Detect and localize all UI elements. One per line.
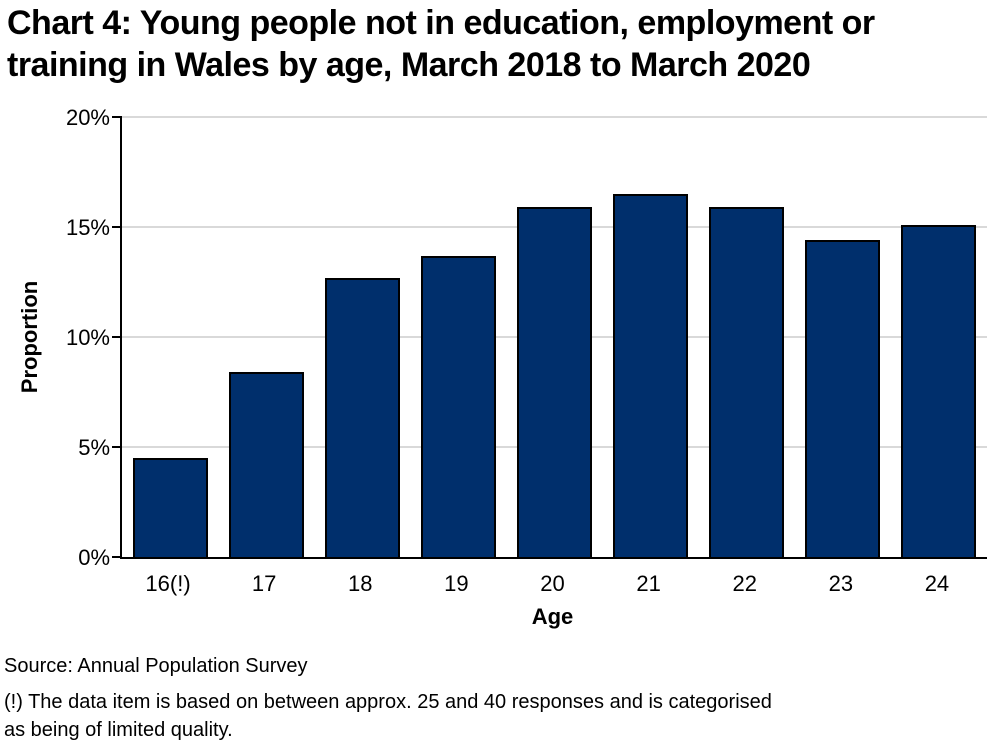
bar-24 [901, 224, 977, 557]
bar-18 [324, 277, 400, 557]
bar-slot [699, 117, 795, 557]
bar-slot [122, 117, 218, 557]
bar-17 [228, 372, 304, 557]
bar-21 [613, 194, 689, 557]
source-note: Source: Annual Population Survey [4, 655, 308, 677]
bar-slot [314, 117, 410, 557]
y-axis-labels: 20% 15% 10% 5% 0% [0, 0, 110, 752]
y-axis-tick-mark [112, 116, 122, 118]
bars-container [122, 117, 987, 557]
quality-footnote-line1: (!) The data item is based on between ap… [4, 691, 772, 713]
chart-title-line1: Chart 4: Young people not in education, … [7, 4, 875, 42]
y-axis-title: Proportion [17, 280, 42, 394]
y-axis-tick-label: 15% [65, 215, 110, 240]
x-axis-tick-label: 18 [348, 571, 373, 596]
y-axis-tick-label: 5% [78, 435, 110, 460]
gridline [122, 116, 987, 118]
x-axis-tick-label: 19 [444, 571, 469, 596]
bar-22 [709, 207, 785, 557]
y-axis-tick-label: 0% [78, 545, 110, 570]
y-axis-tick-mark [112, 226, 122, 228]
y-axis-tick-label: 10% [65, 325, 110, 350]
y-axis-tick-mark [112, 336, 122, 338]
x-axis-labels: 16(!) 17 18 19 20 21 22 23 24 [120, 571, 985, 597]
x-axis-tick-label: 22 [732, 571, 757, 596]
x-axis-tick-label: 20 [540, 571, 565, 596]
x-axis-title: Age [531, 604, 574, 629]
bar-slot [506, 117, 602, 557]
y-axis-tick-label: 20% [65, 105, 110, 130]
bar-19 [420, 255, 496, 557]
quality-footnote-line2: as being of limited quality. [4, 719, 233, 741]
plot-area [112, 116, 987, 559]
bar-slot [603, 117, 699, 557]
bar-20 [517, 207, 592, 557]
bar-slot [891, 117, 987, 557]
y-axis-tick-mark [112, 556, 122, 558]
bar-23 [805, 240, 881, 557]
x-axis-tick-label: 21 [636, 571, 661, 596]
bar-16(!) [132, 458, 208, 557]
bar-slot [795, 117, 891, 557]
x-axis-tick-label: 23 [828, 571, 854, 596]
x-axis-tick-label: 17 [251, 571, 277, 596]
x-axis-tick-label: 16(!) [145, 571, 191, 596]
bar-slot [410, 117, 506, 557]
bar-slot [218, 117, 314, 557]
chart-title: Chart 4: Young people not in education, … [7, 2, 875, 86]
y-axis-tick-mark [112, 446, 122, 448]
quality-footnote: (!) The data item is based on between ap… [4, 688, 772, 744]
chart-title-line2: training in Wales by age, March 2018 to … [7, 46, 811, 84]
x-axis-tick-label: 24 [924, 571, 950, 596]
